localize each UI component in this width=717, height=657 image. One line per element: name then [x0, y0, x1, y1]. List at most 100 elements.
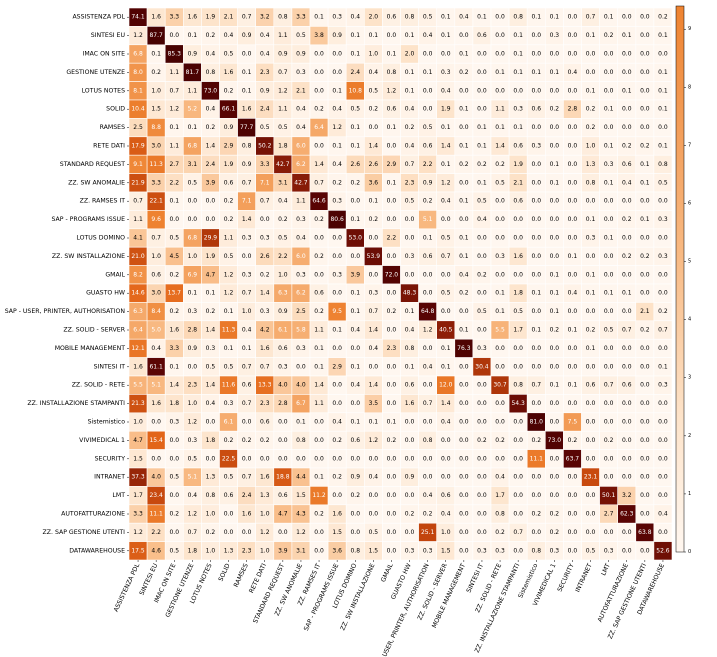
- cell-value-label: 5.2: [188, 106, 198, 113]
- cell-value-label: 0.0: [513, 345, 523, 352]
- cell-value-label: 0.8: [586, 179, 596, 186]
- cell-value-label: 0.5: [423, 14, 433, 21]
- cell-value-label: 0.2: [314, 106, 324, 113]
- cell-value-label: 0.5: [278, 235, 288, 242]
- cell-value-label: 0.1: [459, 327, 469, 334]
- cell-value-label: 0.1: [550, 161, 560, 168]
- cell-value-label: 1.2: [441, 179, 451, 186]
- cell-value-label: 1.2: [133, 32, 143, 39]
- cell-value-label: 3.3: [296, 14, 306, 21]
- cell-value-label: 0.1: [640, 216, 650, 223]
- cell-value-label: 0.2: [387, 308, 397, 315]
- cell-value-label: 0.1: [405, 87, 415, 94]
- cell-value-label: 1.2: [188, 511, 198, 518]
- cell-value-label: 0.0: [586, 437, 596, 444]
- cell-value-label: 0.4: [441, 198, 451, 205]
- cell-value-label: 22.1: [149, 198, 163, 205]
- cell-value-label: 0.0: [387, 216, 397, 223]
- y-tick-label: ZZ. RAMSES IT: [80, 198, 126, 205]
- cell-value-label: 0.0: [387, 400, 397, 407]
- cell-value-label: 1.2: [278, 87, 288, 94]
- cell-value-label: 0.0: [405, 492, 415, 499]
- cell-value-label: 0.1: [640, 179, 650, 186]
- cell-value-label: 0.1: [169, 363, 179, 370]
- cell-value-label: 1.3: [586, 161, 596, 168]
- cell-value-label: 0.0: [242, 529, 252, 536]
- cell-value-label: 0.4: [242, 327, 252, 334]
- cell-value-label: 0.0: [568, 474, 578, 481]
- cell-value-label: 0.4: [332, 161, 342, 168]
- cell-value-label: 0.0: [604, 69, 614, 76]
- cell-value-label: 0.0: [640, 547, 650, 554]
- cell-value-label: 0.1: [604, 106, 614, 113]
- cell-value-label: 0.4: [332, 419, 342, 426]
- cell-value-label: 0.0: [550, 492, 560, 499]
- cell-value-label: 0.4: [441, 87, 451, 94]
- cell-value-label: 22.5: [222, 455, 236, 462]
- cell-value-label: 0.1: [314, 14, 324, 21]
- cell-value-label: 0.7: [242, 363, 252, 370]
- cell-value-label: 1.9: [513, 161, 523, 168]
- cell-value-label: 40.5: [439, 327, 453, 334]
- cell-value-label: 11.3: [222, 327, 236, 334]
- cell-value-label: 0.0: [531, 87, 541, 94]
- x-tick-label: GMAIL: [380, 562, 395, 583]
- cell-value-label: 0.1: [332, 327, 342, 334]
- y-tick-label: LOTUS DOMINO: [76, 235, 125, 242]
- cell-value-label: 85.3: [168, 51, 182, 58]
- cell-value-label: 0.7: [242, 474, 252, 481]
- cell-value-label: 0.1: [350, 32, 360, 39]
- cell-value-label: 0.8: [531, 547, 541, 554]
- cell-value-label: 0.2: [151, 69, 161, 76]
- cell-value-label: 1.9: [441, 106, 451, 113]
- cell-value-label: 2.4: [260, 106, 270, 113]
- cell-value-label: 2.2: [169, 179, 179, 186]
- cell-value-label: 1.2: [188, 419, 198, 426]
- cell-value-label: 0.6: [387, 14, 397, 21]
- cell-value-label: 0.0: [350, 511, 360, 518]
- cell-value-label: 1.1: [278, 32, 288, 39]
- cell-value-label: 11.1: [530, 455, 544, 462]
- cell-value-label: 0.2: [459, 69, 469, 76]
- cell-value-label: 0.0: [387, 32, 397, 39]
- cell-value-label: 0.0: [531, 363, 541, 370]
- cell-value-label: 0.0: [640, 32, 650, 39]
- cell-value-label: 0.6: [513, 143, 523, 150]
- cell-value-label: 0.5: [658, 179, 668, 186]
- cell-value-label: 0.7: [586, 14, 596, 21]
- cell-value-label: 0.5: [169, 547, 179, 554]
- cell-value-label: 0.1: [495, 124, 505, 131]
- cell-value-label: 0.1: [622, 290, 632, 297]
- cell-value-label: 2.9: [332, 363, 342, 370]
- cell-value-label: 0.8: [206, 492, 216, 499]
- cell-value-label: 11.6: [222, 382, 236, 389]
- y-axis-labels: ASSISTENZA PDL SINTESI EU IMAC ON SITE GEST…: [5, 14, 129, 554]
- colorbar-tick-label: 4: [688, 317, 691, 323]
- cell-value-label: 2.7: [169, 161, 179, 168]
- cell-value-label: 6.2: [296, 161, 306, 168]
- cell-value-label: 8.0: [133, 69, 143, 76]
- cell-value-label: 0.0: [495, 198, 505, 205]
- cell-value-label: 1.8: [206, 437, 216, 444]
- cell-value-label: 0.4: [350, 382, 360, 389]
- cell-value-label: 1.7: [513, 327, 523, 334]
- cell-value-label: 0.0: [188, 198, 198, 205]
- cell-value-label: 0.1: [188, 32, 198, 39]
- cell-value-label: 0.2: [169, 308, 179, 315]
- cell-value-label: 0.0: [658, 124, 668, 131]
- cell-value-label: 0.0: [296, 455, 306, 462]
- cell-value-label: 0.0: [423, 290, 433, 297]
- cell-value-label: 0.0: [622, 106, 632, 113]
- cell-value-label: 0.0: [350, 455, 360, 462]
- cell-value-label: 0.7: [278, 69, 288, 76]
- cell-value-label: 0.7: [242, 290, 252, 297]
- colorbar-tick-label: 2: [688, 433, 691, 439]
- cell-value-label: 0.0: [441, 474, 451, 481]
- cell-value-label: 0.1: [350, 363, 360, 370]
- cell-value-label: 3.2: [260, 14, 270, 21]
- cell-value-label: 0.0: [658, 437, 668, 444]
- cell-value-label: 2.2: [278, 253, 288, 260]
- cell-value-label: 0.0: [332, 51, 342, 58]
- cell-value-label: 1.0: [206, 547, 216, 554]
- cell-value-label: 1.6: [332, 511, 342, 518]
